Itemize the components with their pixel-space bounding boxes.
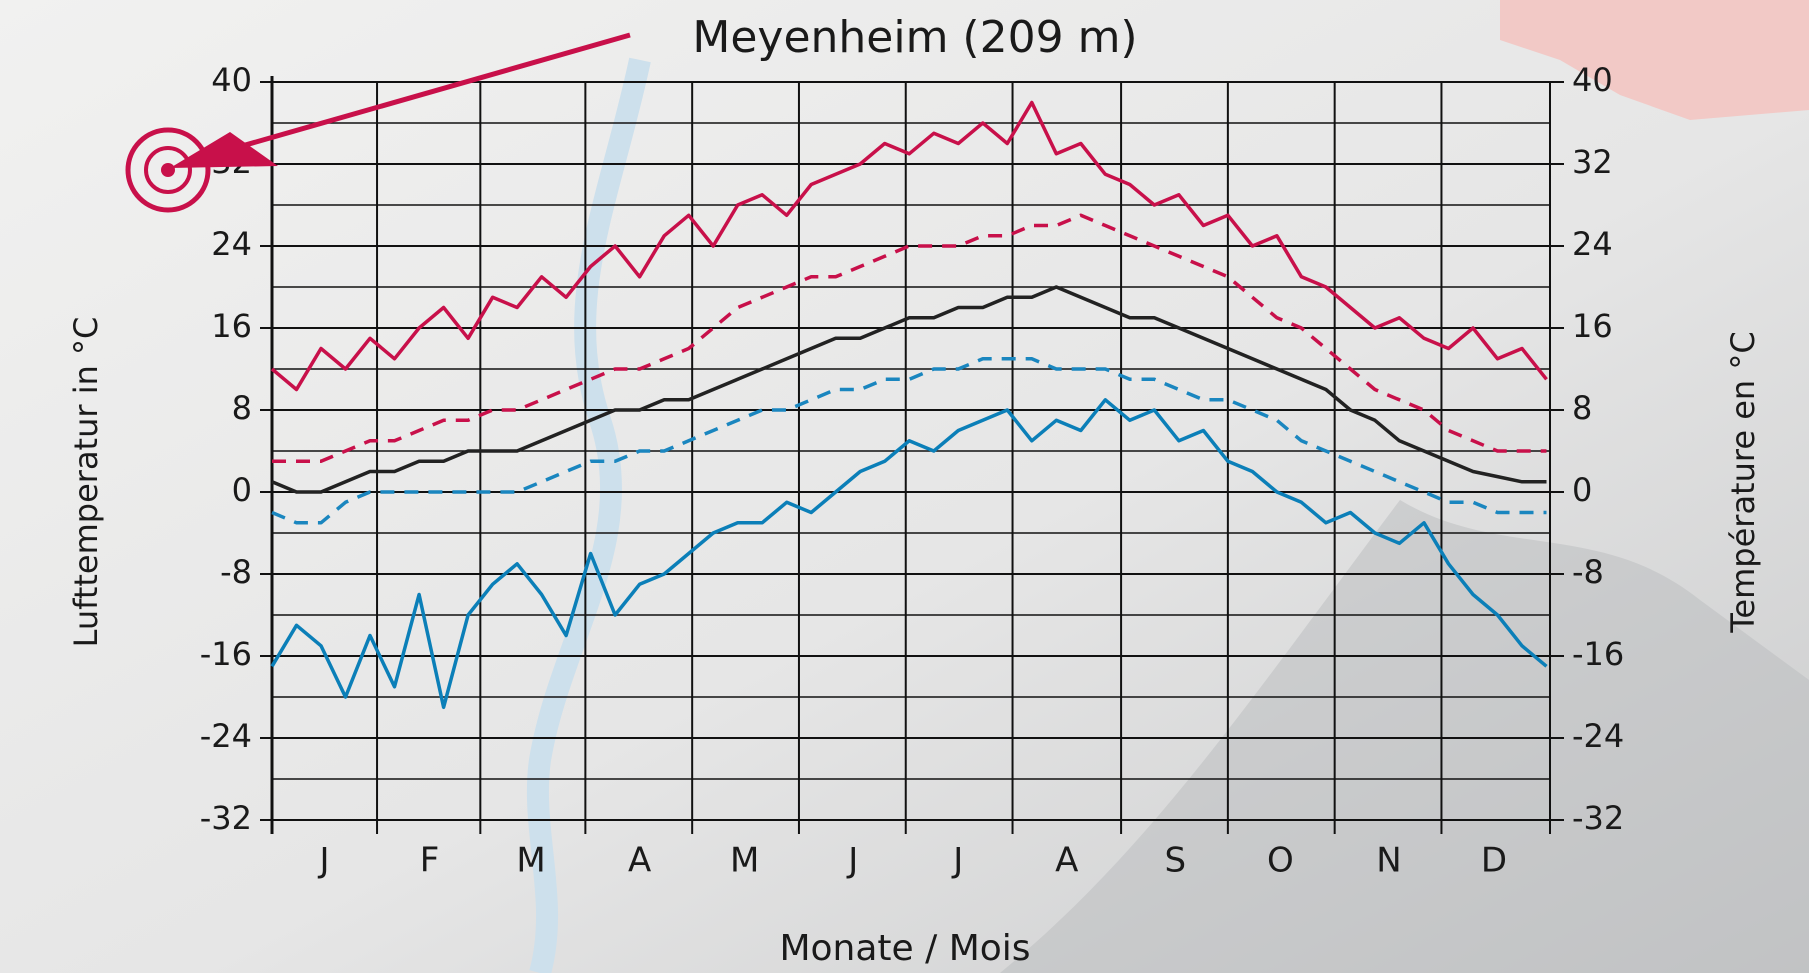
x-tick-label: J xyxy=(846,841,858,881)
x-tick-label: O xyxy=(1267,841,1294,881)
y2-tick-label: 16 xyxy=(1572,307,1613,345)
y2-tick-label: 8 xyxy=(1572,389,1592,427)
x-tick-label: D xyxy=(1481,841,1507,881)
x-tick-label: J xyxy=(951,841,963,881)
chart: -32-24-16-80816243240-32-24-16-808162432… xyxy=(0,0,1809,973)
x-tick-label: M xyxy=(516,841,545,881)
y2-tick-label: -8 xyxy=(1572,553,1604,591)
y-tick-label: 0 xyxy=(232,471,252,509)
y-axis-label: Lufttemperatur in °C xyxy=(67,317,105,648)
page: -32-24-16-80816243240-32-24-16-808162432… xyxy=(0,0,1809,973)
chart-title: Meyenheim (209 m) xyxy=(692,12,1137,63)
y2-tick-label: -16 xyxy=(1572,635,1624,673)
y-tick-label: 24 xyxy=(211,225,252,263)
x-axis-label: Monate / Mois xyxy=(779,928,1030,969)
y-tick-label: 8 xyxy=(232,389,252,427)
y2-tick-label: 0 xyxy=(1572,471,1592,509)
y-tick-label: 16 xyxy=(211,307,252,345)
y2-tick-label: 24 xyxy=(1572,225,1613,263)
y2-tick-label: 40 xyxy=(1572,61,1613,99)
y-tick-label: 40 xyxy=(211,61,252,99)
x-tick-label: A xyxy=(1055,841,1078,881)
x-tick-label: J xyxy=(318,841,330,881)
x-tick-label: N xyxy=(1376,841,1401,881)
x-tick-label: S xyxy=(1165,841,1187,881)
x-tick-label: M xyxy=(730,841,759,881)
y2-tick-label: -32 xyxy=(1572,799,1624,837)
y2-tick-label: -24 xyxy=(1572,717,1624,755)
y-tick-label: -24 xyxy=(200,717,252,755)
y-tick-label: -32 xyxy=(200,799,252,837)
y-tick-label: -16 xyxy=(200,635,252,673)
x-tick-label: A xyxy=(628,841,651,881)
y2-axis-label: Température en °C xyxy=(1724,331,1762,633)
x-tick-label: F xyxy=(420,841,440,881)
y-tick-label: -8 xyxy=(220,553,252,591)
y2-tick-label: 32 xyxy=(1572,143,1613,181)
location-marker xyxy=(161,163,175,177)
